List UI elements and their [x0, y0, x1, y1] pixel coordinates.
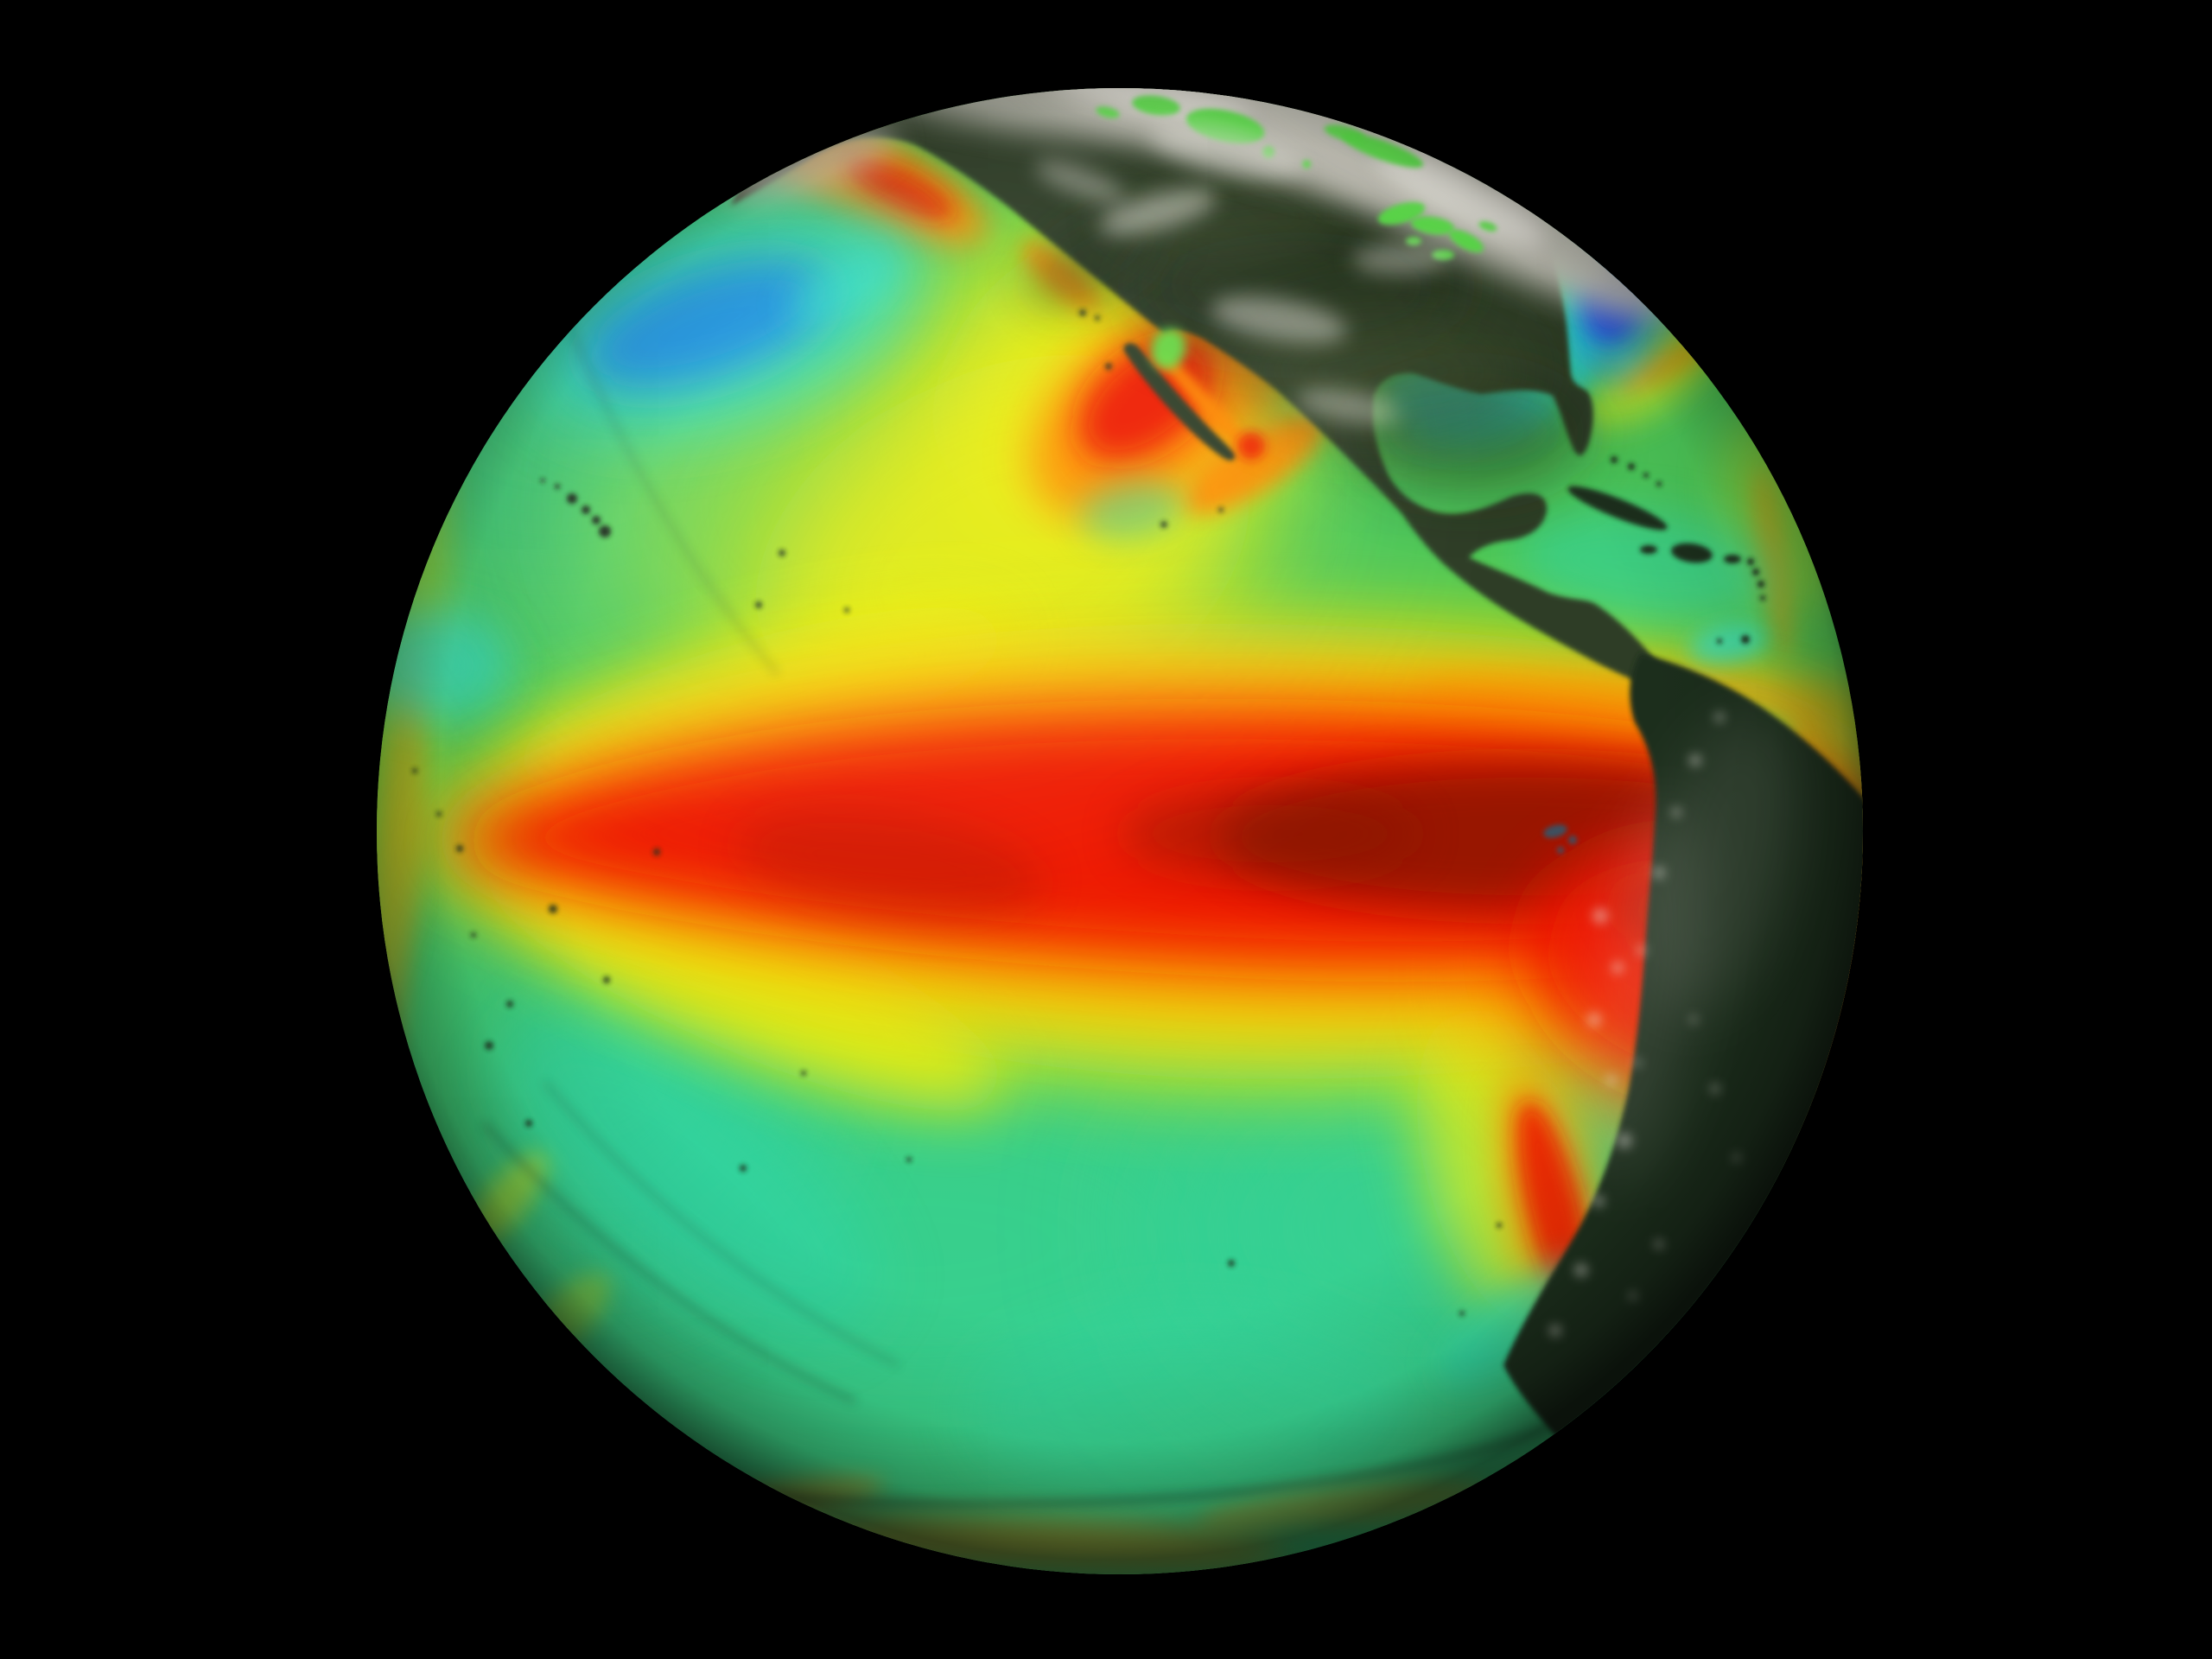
globe-disc: [377, 88, 1863, 1574]
sphere-limb-shading: [377, 88, 1863, 1574]
